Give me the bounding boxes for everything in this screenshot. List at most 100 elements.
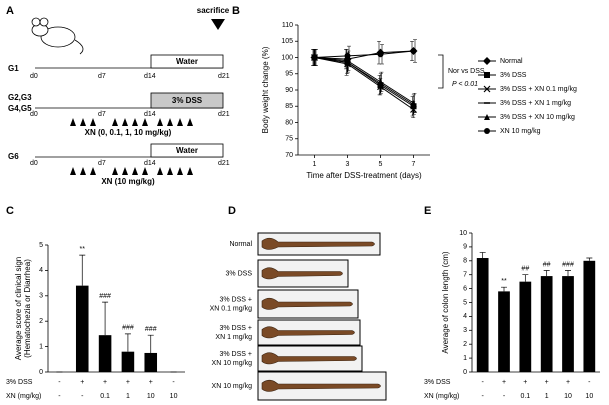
dose-arrow [90, 167, 96, 175]
y-tick-label: 1 [463, 355, 467, 362]
y-tick-label: 80 [285, 119, 293, 126]
error-bar [102, 301, 109, 336]
marker [484, 102, 490, 104]
marker [484, 128, 490, 134]
group-label: G1 [8, 64, 19, 73]
y-tick-label: 70 [285, 152, 293, 159]
dose-arrow [167, 118, 173, 126]
table-cell: 1 [126, 393, 130, 400]
y-tick-label: 4 [463, 313, 467, 320]
table-cell: - [172, 379, 175, 386]
colon [261, 237, 375, 250]
dose-arrow [132, 167, 138, 175]
table-row-label: XN (mg/kg) [424, 393, 459, 400]
table-cell: - [58, 379, 61, 386]
dose-arrow [70, 118, 76, 126]
colon-label: 3% DSS + [220, 351, 253, 358]
marker [377, 78, 384, 85]
marker [377, 51, 384, 58]
error-bar [479, 252, 486, 259]
dose-arrow [142, 167, 148, 175]
table-cell: 0.1 [100, 393, 110, 400]
x-tick-label: 7 [412, 161, 416, 168]
series-line [314, 57, 414, 106]
legend-label: 3% DSS + XN 1 mg/kg [500, 100, 571, 107]
day-label: d7 [98, 111, 106, 118]
bar [121, 351, 135, 372]
y-tick-label: 2 [463, 341, 467, 348]
dose-arrow [112, 167, 118, 175]
box-label: Water [176, 57, 198, 66]
bar [75, 285, 89, 372]
bar [98, 335, 112, 372]
colon-label: XN 10 mg/kg [212, 360, 253, 367]
treatment-label: XN (10 mg/kg) [101, 177, 155, 186]
day-label: d0 [30, 73, 38, 80]
y-axis-label: Average score of clinical sign [14, 257, 23, 360]
y-tick-label: 7 [463, 272, 467, 279]
significance-label: ### [562, 261, 574, 268]
bar [519, 281, 532, 372]
table-cell: 0.1 [520, 393, 530, 400]
marker [484, 114, 490, 120]
dose-arrow [157, 167, 163, 175]
y-tick-label: 0 [39, 369, 43, 376]
series-line [314, 57, 414, 104]
significance-label: ### [99, 293, 111, 300]
treatment-box [150, 92, 224, 109]
significance-label: ** [80, 246, 86, 253]
table-cell: + [502, 379, 506, 386]
colon-label: 3% DSS [226, 270, 253, 277]
y-axis-label: Average of colon length (cm) [441, 251, 450, 353]
table-row-label: XN (mg/kg) [6, 393, 41, 400]
x-tick-label: 3 [346, 161, 350, 168]
y-tick-label: 105 [281, 38, 293, 45]
dose-arrow [187, 167, 193, 175]
series-line [314, 57, 414, 110]
day-label: d0 [30, 111, 38, 118]
table-row-label: 3% DSS [6, 379, 33, 386]
colon-label: 3% DSS + [220, 296, 253, 303]
table-cell: - [481, 379, 484, 386]
bar [144, 352, 158, 372]
bar [583, 260, 596, 372]
panel-label: E [424, 205, 431, 217]
x-tick-label: 5 [379, 161, 383, 168]
colon [261, 267, 343, 280]
day-label: d21 [218, 160, 230, 167]
table-cell: 10 [147, 393, 155, 400]
series-line [314, 50, 414, 58]
y-tick-label: 75 [285, 136, 293, 143]
table-cell: 10 [585, 393, 593, 400]
error-bar [124, 333, 131, 352]
error-bar [79, 254, 86, 286]
bar [498, 291, 510, 372]
y-tick-label: 4 [39, 267, 43, 274]
dose-arrow [112, 118, 118, 126]
table-cell: - [58, 393, 61, 400]
y-axis-label: (Hematochezia or Diarrhea) [23, 259, 32, 358]
series-line [314, 50, 414, 60]
table-cell: + [80, 379, 84, 386]
significance-label: ### [122, 325, 134, 332]
marker [483, 85, 491, 93]
x-axis-label: Time after DSS-treatment (days) [306, 171, 422, 180]
significance-label: ** [501, 278, 507, 285]
table-cell: + [126, 379, 130, 386]
table-cell: + [545, 379, 549, 386]
y-axis-label: Body weight change (%) [261, 46, 270, 133]
error-bar [565, 270, 571, 277]
box-label: 3% DSS [172, 96, 203, 105]
y-tick-label: 8 [463, 258, 467, 265]
y-tick-label: 90 [285, 87, 293, 94]
table-cell: + [149, 379, 153, 386]
treatment-box [150, 143, 224, 158]
y-tick-label: 3 [463, 327, 467, 334]
day-label: d7 [98, 160, 106, 167]
marker [484, 72, 490, 78]
mouse-icon [31, 17, 84, 55]
y-tick-label: 3 [39, 293, 43, 300]
y-tick-label: 1 [39, 343, 43, 350]
table-cell: 10 [170, 393, 178, 400]
